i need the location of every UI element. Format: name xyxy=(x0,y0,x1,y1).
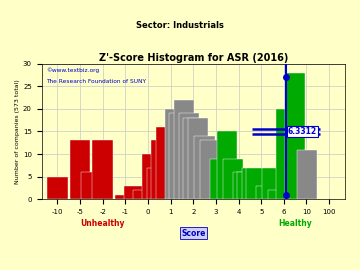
Bar xyxy=(194,136,215,199)
Bar xyxy=(217,131,237,199)
Bar xyxy=(276,109,297,199)
Bar xyxy=(285,73,305,199)
Bar xyxy=(70,140,90,199)
Bar xyxy=(200,140,220,199)
Bar xyxy=(297,150,317,199)
Bar xyxy=(242,168,262,199)
Bar xyxy=(151,140,172,199)
Bar xyxy=(247,168,267,199)
Bar xyxy=(183,118,203,199)
Bar xyxy=(223,158,243,199)
Text: Unhealthy: Unhealthy xyxy=(80,218,125,228)
Text: Sector: Industrials: Sector: Industrials xyxy=(136,21,224,30)
Bar xyxy=(142,154,163,199)
Bar xyxy=(47,177,68,199)
Bar xyxy=(268,190,288,199)
Bar xyxy=(262,168,283,199)
Bar xyxy=(124,186,145,199)
Bar xyxy=(133,190,154,199)
Bar xyxy=(81,172,102,199)
Bar xyxy=(237,172,258,199)
Bar xyxy=(170,113,190,199)
Title: Z'-Score Histogram for ASR (2016): Z'-Score Histogram for ASR (2016) xyxy=(99,53,288,63)
Text: ©www.textbiz.org: ©www.textbiz.org xyxy=(46,68,99,73)
Bar xyxy=(233,172,253,199)
Text: The Research Foundation of SUNY: The Research Foundation of SUNY xyxy=(46,79,146,83)
Bar xyxy=(165,109,185,199)
Text: 6.3312: 6.3312 xyxy=(288,127,317,136)
X-axis label: Score: Score xyxy=(181,229,206,238)
Bar xyxy=(256,186,276,199)
Bar xyxy=(147,168,167,199)
Bar xyxy=(115,195,135,199)
Y-axis label: Number of companies (573 total): Number of companies (573 total) xyxy=(15,79,20,184)
Bar xyxy=(188,118,208,199)
Bar xyxy=(210,158,231,199)
Bar xyxy=(156,127,176,199)
Bar xyxy=(174,100,194,199)
Text: Healthy: Healthy xyxy=(278,218,312,228)
Bar xyxy=(93,140,113,199)
Bar xyxy=(179,113,199,199)
